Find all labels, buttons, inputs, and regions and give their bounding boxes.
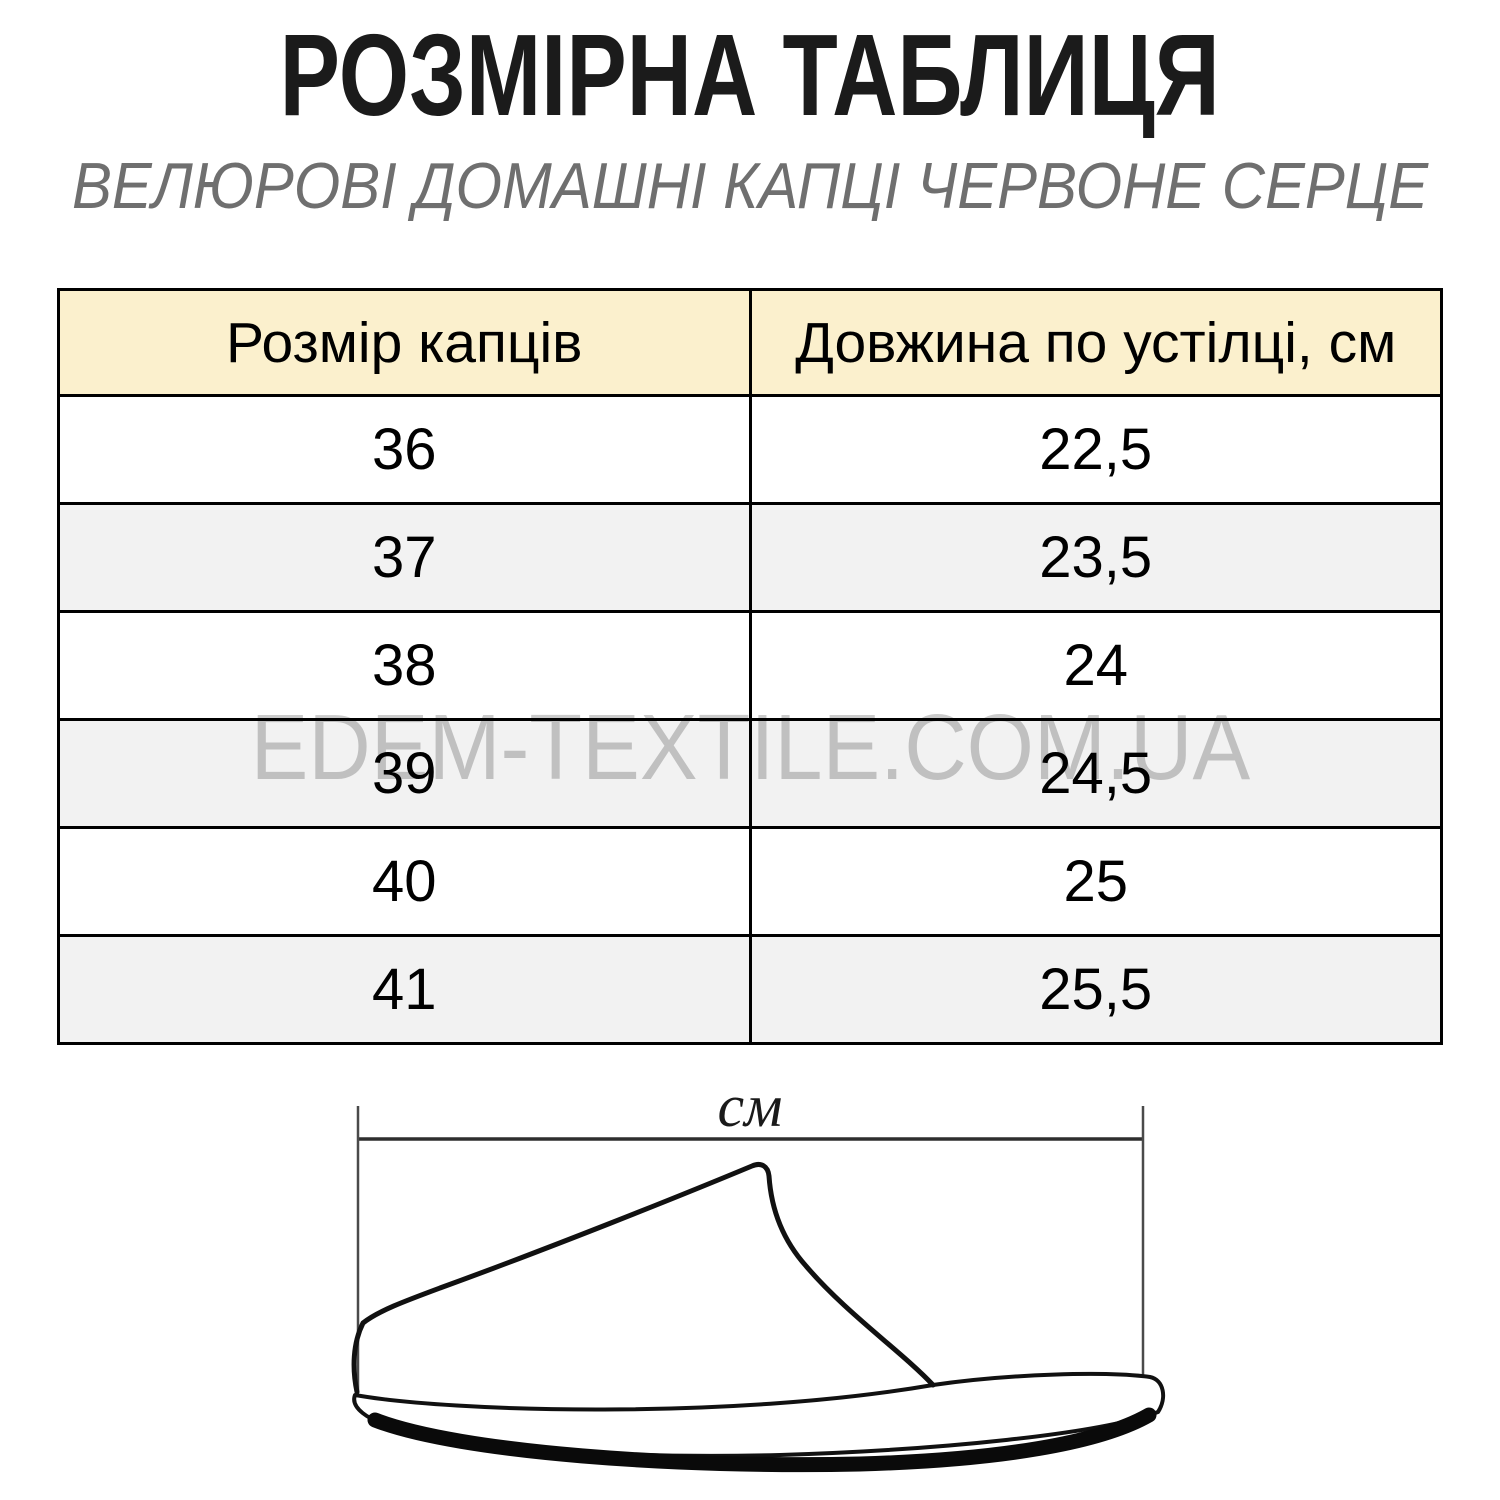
size-cell: 41 xyxy=(57,934,752,1045)
page-title: РОЗМІРНА ТАБЛИЦЯ xyxy=(279,10,1221,140)
length-cell: 25 xyxy=(748,826,1443,937)
slipper-upper-outline xyxy=(351,1161,936,1395)
size-table-header-row: Розмір капців Довжина по устілці, см xyxy=(57,288,1443,397)
table-row: 38 24 xyxy=(57,610,1443,721)
size-cell: 39 xyxy=(57,718,752,829)
measurement-line xyxy=(356,1106,1145,1392)
slipper-sole xyxy=(352,1371,1166,1473)
size-cell: 37 xyxy=(57,502,752,613)
length-cell: 22,5 xyxy=(748,394,1443,505)
table-row: 40 25 xyxy=(57,826,1443,937)
size-cell: 36 xyxy=(57,394,752,505)
size-table-body: 36 22,5 37 23,5 38 24 39 24,5 40 25 41 2… xyxy=(57,394,1443,1045)
length-cell: 25,5 xyxy=(748,934,1443,1045)
table-row: 36 22,5 xyxy=(57,394,1443,505)
size-cell: 38 xyxy=(57,610,752,721)
col-header-size: Розмір капців xyxy=(57,288,752,397)
measure-unit-label: см xyxy=(718,1073,783,1139)
page-title-wrap: РОЗМІРНА ТАБЛИЦЯ xyxy=(0,10,1500,140)
table-row: 39 24,5 xyxy=(57,718,1443,829)
table-row: 37 23,5 xyxy=(57,502,1443,613)
product-subtitle-wrap: ВЕЛЮРОВІ ДОМАШНІ КАПЦІ ЧЕРВОНЕ СЕРЦЕ xyxy=(0,150,1500,222)
slipper-diagram: см xyxy=(300,1068,1200,1500)
col-header-length: Довжина по устілці, см xyxy=(748,288,1443,397)
size-table: Розмір капців Довжина по устілці, см 36 … xyxy=(57,288,1443,1045)
length-cell: 24 xyxy=(748,610,1443,721)
table-row: 41 25,5 xyxy=(57,934,1443,1045)
length-cell: 23,5 xyxy=(748,502,1443,613)
product-subtitle: ВЕЛЮРОВІ ДОМАШНІ КАПЦІ ЧЕРВОНЕ СЕРЦЕ xyxy=(71,149,1429,222)
size-cell: 40 xyxy=(57,826,752,937)
length-cell: 24,5 xyxy=(748,718,1443,829)
